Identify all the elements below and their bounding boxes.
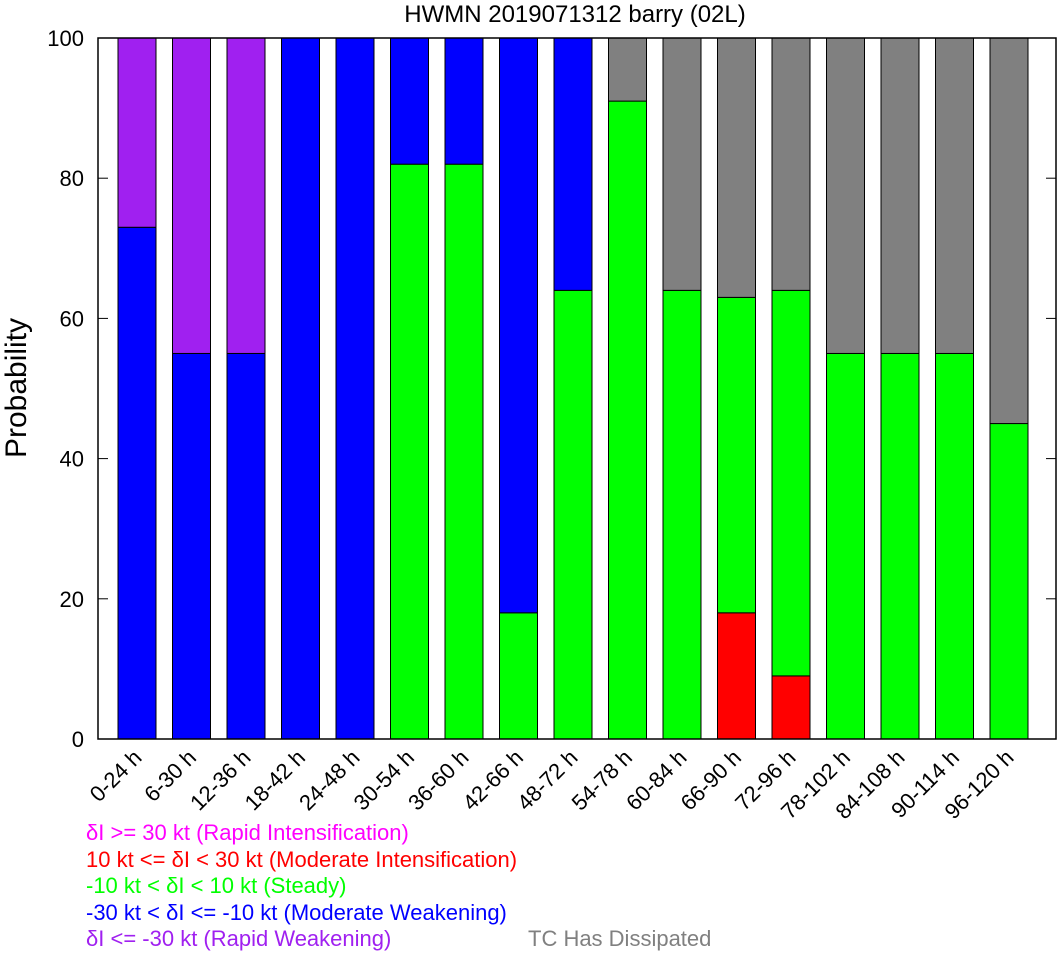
y-tick-label: 60: [60, 306, 84, 331]
bar-segment-steady: [444, 163, 484, 740]
x-tick-label: 48-72 h: [512, 745, 582, 815]
x-tick-label: 60-84 h: [621, 745, 691, 815]
legend-moderate-intensification: 10 kt <= δI < 30 kt (Moderate Intensific…: [86, 846, 518, 872]
bar-segment-dissipated: [826, 37, 865, 354]
bar-segment-steady: [935, 352, 974, 740]
y-axis-label: Probability: [0, 318, 33, 458]
bar-segment-dissipated: [880, 37, 920, 354]
x-tick-label: 36-60 h: [403, 745, 473, 815]
bar-segment-steady: [771, 289, 811, 677]
bar-segment-mw: [553, 37, 593, 291]
bar-segment-steady: [499, 612, 538, 740]
bar-segment-steady: [390, 163, 429, 740]
bar-segment-steady: [608, 100, 647, 740]
legend: δI >= 30 kt (Rapid Intensification) 10 k…: [86, 820, 517, 953]
bar-segment-mi: [771, 675, 811, 740]
probability-chart: HWMN 2019071312 barry (02L) Probability …: [0, 1, 1057, 820]
legend-moderate-weakening: -30 kt < δI <= -10 kt (Moderate Weakenin…: [86, 899, 507, 925]
y-tick-label: 100: [47, 26, 84, 51]
plot-frame: [97, 37, 1057, 740]
legend-rapid-intensification: δI >= 30 kt (Rapid Intensification): [86, 820, 409, 845]
bar-segment-rw: [117, 37, 157, 228]
bar-segment-steady: [826, 352, 865, 740]
legend-steady: -10 kt < δI < 10 kt (Steady): [86, 873, 347, 898]
bar-segment-dissipated: [608, 37, 647, 102]
bar-segment-steady: [880, 352, 920, 740]
x-tick-label: 18-42 h: [240, 745, 310, 815]
y-tick-label: 80: [60, 166, 84, 191]
legend-rapid-weakening: δI <= -30 kt (Rapid Weakening): [86, 926, 392, 951]
bar-segment-rw: [172, 37, 211, 354]
bar-segment-rw: [226, 37, 266, 354]
y-tick-label: 0: [72, 727, 84, 752]
bar-segment-mw: [335, 37, 375, 740]
bar-segment-dissipated: [771, 37, 811, 291]
bar-segment-mw: [390, 37, 429, 165]
x-tick-label: 0-24 h: [85, 745, 147, 807]
legend-dissipated: TC Has Dissipated: [528, 926, 712, 951]
bar-segment-mw: [499, 37, 538, 614]
bar-segment-steady: [989, 423, 1029, 740]
bar-segment-dissipated: [662, 37, 702, 291]
bar-segment-mw: [117, 226, 157, 740]
bar-segment-steady: [717, 296, 756, 614]
y-ticks-group: 0 20 40 60 80 100: [47, 26, 1056, 752]
bar-segment-steady: [662, 289, 702, 740]
chart-title: HWMN 2019071312 barry (02L): [404, 1, 746, 28]
x-tick-label: 54-78 h: [567, 745, 637, 815]
bar-segment-mw: [281, 37, 320, 740]
y-tick-label: 40: [60, 447, 84, 472]
x-tick-label: 12-36 h: [185, 745, 255, 815]
bar-segment-mw: [172, 352, 211, 740]
x-ticks-group: 0-24 h6-30 h12-36 h18-42 h24-48 h30-54 h…: [85, 745, 1019, 820]
bar-segment-mi: [717, 612, 756, 740]
bar-segment-dissipated: [717, 37, 756, 298]
x-tick-label: 42-66 h: [458, 745, 528, 815]
x-tick-label: 30-54 h: [349, 745, 419, 815]
bar-segment-dissipated: [935, 37, 974, 354]
bar-segment-mw: [444, 37, 484, 165]
x-tick-label: 66-90 h: [676, 745, 746, 815]
y-tick-label: 20: [60, 587, 84, 612]
bars-group: [117, 37, 1029, 740]
bar-segment-mw: [226, 352, 266, 740]
bar-segment-dissipated: [989, 37, 1029, 425]
x-tick-label: 24-48 h: [294, 745, 364, 815]
bar-segment-steady: [553, 289, 593, 740]
